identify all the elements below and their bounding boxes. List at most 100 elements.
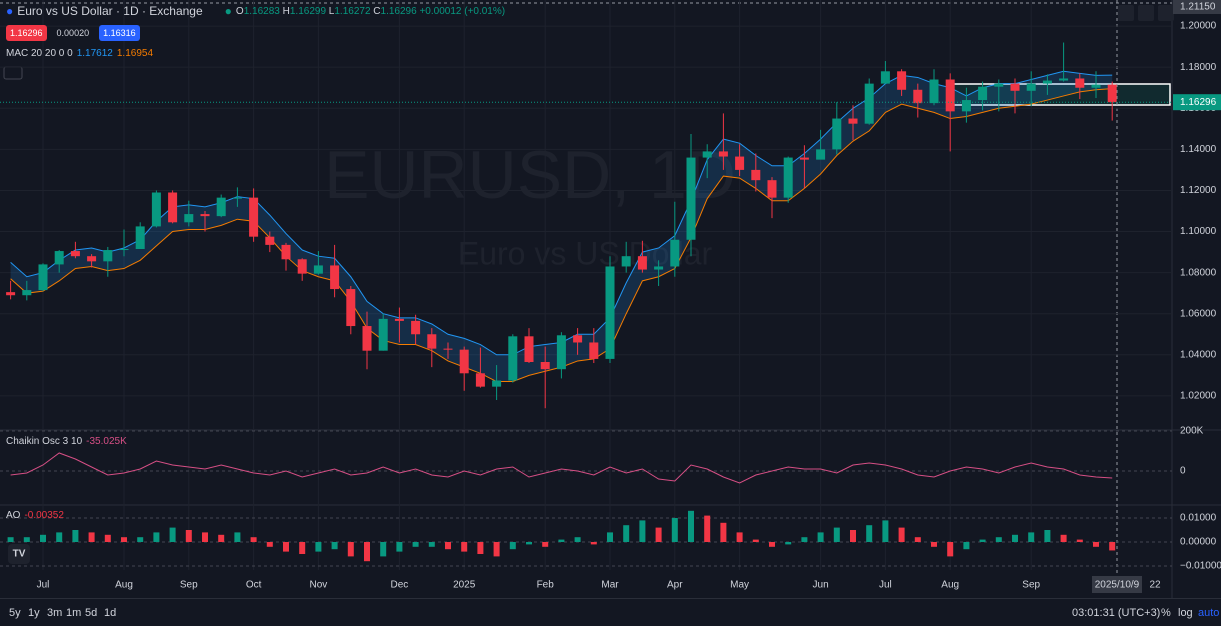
- ao-bar: [526, 542, 532, 545]
- ao-bar: [283, 542, 289, 552]
- ao-bar: [963, 542, 970, 550]
- crosshair-date-label: 2025/10/9: [1095, 580, 1140, 591]
- ao-bar: [590, 542, 597, 545]
- candle-body: [103, 250, 113, 262]
- candle-body: [767, 180, 777, 198]
- collapse-button[interactable]: [3, 66, 23, 80]
- x-tick-label: Aug: [941, 580, 959, 591]
- candle-body: [735, 156, 745, 170]
- candle-body: [994, 83, 1004, 87]
- ao-bar: [331, 542, 338, 550]
- y-tick-label: 200K: [1180, 426, 1204, 437]
- ao-bar: [493, 542, 500, 557]
- o-label: O: [235, 5, 244, 17]
- candle-body: [232, 197, 242, 199]
- candle-body: [281, 244, 291, 260]
- ao-bar: [121, 537, 127, 542]
- candle-body: [1059, 78, 1069, 81]
- candle-body: [346, 289, 356, 327]
- buy-button[interactable]: 1.16316: [99, 25, 140, 41]
- y-tick-label: 1.12000: [1180, 185, 1217, 196]
- candle-body: [832, 118, 842, 150]
- candle-body: [637, 256, 647, 270]
- oscillator-line: [10, 452, 1113, 484]
- ao-bar: [898, 527, 905, 542]
- indicator-name[interactable]: MAC 20 20 0 0: [6, 48, 73, 59]
- candle-body: [573, 335, 583, 343]
- symbol-icon: ●: [6, 4, 14, 18]
- y-tick-label: 0.00000: [1180, 537, 1217, 548]
- x-tick-label: May: [730, 580, 749, 591]
- y-tick-label: 0.01000: [1180, 513, 1217, 524]
- ao-bar: [947, 542, 954, 557]
- ao-bar: [396, 542, 403, 552]
- ao-bar: [752, 539, 759, 542]
- logo[interactable]: [8, 544, 30, 564]
- chaikin-name[interactable]: Chaikin Osc 3 10: [6, 436, 83, 447]
- spread: 0.00020: [56, 28, 90, 38]
- ao-bar: [979, 539, 986, 542]
- range-button[interactable]: 5y: [9, 607, 21, 619]
- watermark-symbol: EURUSD, 1D: [324, 137, 736, 213]
- ao-bar: [558, 539, 565, 542]
- y-tick-label: 1.14000: [1180, 144, 1217, 155]
- candle-body: [961, 100, 971, 112]
- sell-button[interactable]: 1.16296: [6, 25, 47, 41]
- ao-bar: [315, 542, 322, 552]
- ao-bar: [655, 527, 662, 542]
- future-date-label: 22: [1149, 580, 1161, 591]
- candle-body: [38, 264, 48, 291]
- bottom-toolbar: 5y 1y 3m 1m 5d 1d 03:01:31 (UTC+3)% log auto: [0, 598, 1221, 626]
- range-button[interactable]: 1d: [104, 607, 117, 619]
- y-tick-label: 1.18000: [1180, 62, 1217, 73]
- ao-bar: [801, 537, 808, 542]
- candle-body: [475, 373, 485, 387]
- x-tick-label: Oct: [246, 580, 262, 591]
- ao-bar: [1109, 542, 1116, 551]
- marks: [0, 42, 1172, 562]
- l-value: 1.16272: [334, 5, 371, 17]
- auto-toggle[interactable]: auto: [1198, 607, 1220, 619]
- toolbar-button[interactable]: [1158, 5, 1174, 21]
- candle-body: [362, 326, 372, 351]
- candle-body: [783, 157, 793, 198]
- range-button[interactable]: 5d: [85, 607, 98, 619]
- x-tick-label: 2025: [453, 580, 476, 591]
- symbol-title[interactable]: Euro vs US Dollar · 1D · Exchange: [17, 4, 203, 18]
- ohlc: O1.16283 H1.16299 L1.16272 C1.16296 +0.0…: [236, 6, 505, 17]
- ao-bar: [914, 537, 921, 542]
- log-toggle[interactable]: log: [1178, 607, 1193, 619]
- ao-bar: [104, 534, 111, 542]
- ao-bar: [56, 532, 63, 542]
- ao-bar: [299, 542, 306, 554]
- ao-bar: [542, 542, 549, 547]
- candle-body: [492, 380, 502, 387]
- ao-name[interactable]: AO: [6, 510, 21, 521]
- toolbar-button[interactable]: [1118, 5, 1134, 21]
- range-button[interactable]: 3m: [47, 607, 63, 619]
- candle-body: [6, 292, 16, 296]
- last-price-label: 1.16296: [1180, 97, 1217, 108]
- ao-bar: [1093, 542, 1099, 547]
- y-tick-label: −0.01000: [1180, 561, 1221, 572]
- crosshair-date-box: [1092, 576, 1142, 593]
- candle-body: [168, 192, 178, 223]
- candle-body: [751, 169, 761, 181]
- candle-body: [978, 86, 988, 101]
- ao-bar: [1044, 530, 1051, 542]
- x-tick-label: Nov: [310, 580, 328, 591]
- range-button[interactable]: 1y: [28, 607, 40, 619]
- candle-body: [443, 348, 453, 350]
- ao-bar: [623, 525, 630, 542]
- percent-toggle[interactable]: %: [1161, 607, 1171, 619]
- ao-bar: [412, 542, 419, 547]
- toolbar-button[interactable]: [1138, 5, 1154, 21]
- ao-bar: [850, 530, 856, 542]
- range-button[interactable]: 1m: [66, 607, 82, 619]
- ao-bar: [1028, 532, 1035, 542]
- candle-body: [864, 83, 874, 124]
- candle-body: [200, 214, 210, 217]
- candle-body: [799, 157, 809, 160]
- candle-body: [54, 251, 64, 265]
- ao-bar: [688, 510, 694, 542]
